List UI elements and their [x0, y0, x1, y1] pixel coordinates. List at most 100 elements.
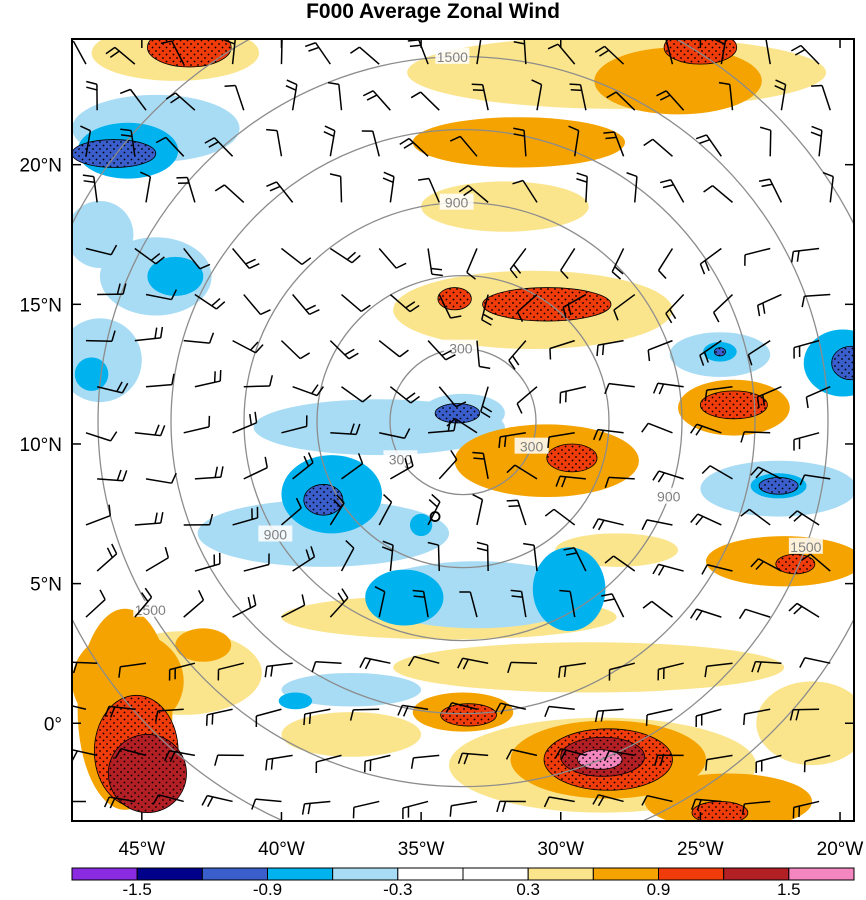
wind-barb-flag: [799, 657, 806, 668]
wind-barb-flag: [554, 748, 562, 759]
ring-label: 1500: [135, 602, 166, 618]
wind-barb: [758, 558, 782, 572]
wind-barb-flag: [333, 499, 342, 509]
wind-barb-flag: [689, 608, 698, 619]
wind-barb: [560, 248, 576, 271]
wind-barb: [454, 418, 478, 434]
wind-barb: [804, 754, 831, 763]
wind-barb-flag: [480, 39, 481, 40]
wind-barb: [213, 137, 234, 157]
wind-barb: [829, 176, 834, 203]
wind-barb-flag: [224, 39, 235, 45]
wind-barb: [194, 293, 217, 310]
wind-barb: [769, 130, 772, 157]
ring-label: 900: [657, 489, 681, 505]
wind-barb: [157, 708, 184, 712]
wind-barb: [413, 754, 440, 759]
ring-label-bg: [443, 339, 478, 356]
wind-barb: [243, 294, 262, 315]
wind-barb: [134, 596, 153, 618]
wind-barb-flag: [410, 395, 420, 404]
wind-barb-flag: [601, 593, 613, 597]
significance-stipple: [107, 734, 187, 814]
wind-barb: [707, 564, 733, 572]
wind-barb-flag: [496, 801, 501, 813]
wind-barb-flag: [155, 256, 165, 265]
wind-barb: [280, 507, 302, 526]
wind-barb: [280, 340, 301, 360]
wind-barb: [418, 39, 429, 65]
wind-barb: [818, 130, 823, 157]
wind-barb-flag: [714, 39, 726, 45]
wind-barb-flag: [409, 304, 420, 313]
wind-barb-flag: [171, 373, 175, 385]
wind-barb-flag: [255, 344, 264, 354]
wind-barb-flag: [560, 749, 567, 761]
wind-barb-flag: [211, 713, 214, 725]
wind-barb-flag: [441, 349, 452, 357]
wind-barb: [158, 794, 184, 803]
wind-barb-flag: [547, 436, 550, 449]
wind-barb-flag: [269, 185, 281, 192]
wind-barb-flag: [264, 456, 268, 468]
wind-barb-flag: [703, 185, 714, 193]
wind-barb: [341, 293, 362, 313]
wind-barb: [796, 510, 820, 526]
x-tick-label: 25°W: [677, 839, 724, 860]
wind-barb: [134, 247, 157, 265]
wind-barb-flag: [482, 313, 494, 321]
wind-barb-flag: [762, 302, 766, 314]
wind-barb: [609, 662, 635, 671]
wind-barb-flag: [597, 795, 605, 807]
wind-barb: [548, 796, 575, 803]
wind-barb: [747, 339, 771, 356]
wind-barb: [315, 660, 342, 664]
colorbar-swatch: [592, 867, 659, 881]
wind-barb: [699, 340, 722, 356]
wind-barb: [338, 84, 343, 111]
wind-barb-flag: [759, 126, 771, 132]
wind-barb: [744, 247, 771, 256]
wind-barb: [145, 557, 169, 572]
wind-barb-flag: [160, 40, 172, 45]
wind-barb-flag: [516, 311, 524, 322]
wind-barb: [451, 702, 478, 711]
wind-barb: [85, 598, 106, 618]
wind-barb: [183, 599, 204, 618]
wind-barb-flag: [348, 352, 359, 360]
wind-barb: [232, 339, 256, 354]
wind-barb: [372, 130, 380, 157]
colorbar-swatch: [788, 867, 855, 881]
wind-barb: [169, 662, 196, 671]
wind-barb: [793, 432, 820, 441]
wind-barb: [275, 181, 294, 203]
wind-barb: [651, 600, 673, 618]
wind-barb-flag: [498, 436, 501, 448]
wind-barb: [97, 478, 124, 482]
wind-barb: [713, 294, 734, 313]
wind-barb-flag: [86, 86, 98, 91]
wind-barb-flag: [299, 352, 311, 360]
wind-barb: [573, 130, 580, 157]
significance-stipple: [758, 477, 799, 495]
wind-barb-flag: [565, 552, 578, 556]
wind-barb: [757, 466, 782, 480]
wind-barb: [304, 708, 331, 715]
wind-barb: [604, 45, 625, 65]
wind-barb-flag: [699, 263, 706, 275]
wind-barb-flag: [600, 710, 605, 722]
wind-barb: [402, 800, 429, 809]
wind-barb: [665, 294, 685, 315]
wind-barb: [509, 248, 527, 270]
wind-barb: [329, 130, 336, 157]
wind-barb-flag: [466, 271, 477, 280]
wind-barb-flag: [788, 510, 798, 519]
significance-stipple: [72, 139, 157, 168]
wind-barb: [266, 754, 293, 761]
wind-barb: [72, 705, 87, 711]
wind-barb-flag: [690, 513, 699, 523]
colorbar-label: -1.5: [123, 880, 152, 899]
wind-barb: [389, 293, 411, 313]
wind-barb: [516, 386, 538, 405]
wind-barb-flag: [286, 79, 298, 86]
